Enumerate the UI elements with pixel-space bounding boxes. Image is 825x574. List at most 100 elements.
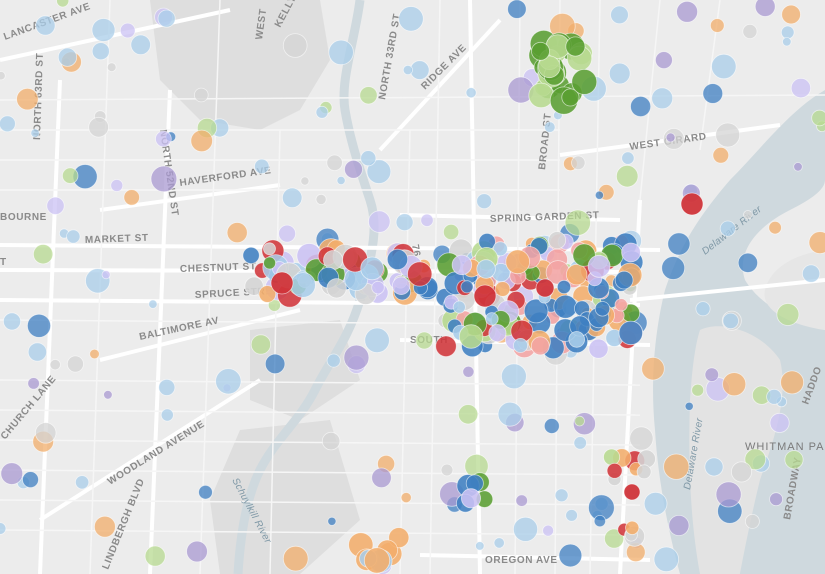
- data-point-marker[interactable]: [368, 210, 391, 233]
- data-point-marker[interactable]: [766, 388, 782, 405]
- data-point-marker[interactable]: [811, 109, 825, 127]
- data-point-marker[interactable]: [148, 299, 158, 309]
- data-point-marker[interactable]: [744, 448, 767, 471]
- data-point-marker[interactable]: [769, 412, 790, 433]
- data-point-marker[interactable]: [636, 464, 652, 480]
- data-point-marker[interactable]: [88, 116, 109, 138]
- data-point-marker[interactable]: [194, 87, 209, 103]
- data-point-marker[interactable]: [30, 128, 40, 138]
- data-point-marker[interactable]: [101, 270, 111, 280]
- data-point-marker[interactable]: [531, 41, 550, 61]
- data-point-marker[interactable]: [215, 368, 242, 395]
- data-point-marker[interactable]: [535, 278, 555, 298]
- data-point-marker[interactable]: [158, 378, 176, 396]
- data-point-marker[interactable]: [564, 209, 591, 236]
- data-point-marker[interactable]: [808, 231, 825, 254]
- data-point-marker[interactable]: [371, 280, 385, 295]
- data-point-marker[interactable]: [0, 115, 16, 133]
- data-point-marker[interactable]: [665, 132, 676, 143]
- data-point-marker[interactable]: [56, 0, 70, 8]
- data-point-marker[interactable]: [513, 516, 539, 542]
- data-point-marker[interactable]: [704, 367, 720, 382]
- data-point-marker[interactable]: [494, 281, 511, 297]
- data-point-marker[interactable]: [769, 492, 783, 507]
- data-point-marker[interactable]: [290, 272, 316, 298]
- data-point-marker[interactable]: [460, 488, 481, 509]
- data-point-marker[interactable]: [776, 303, 800, 326]
- data-point-marker[interactable]: [343, 344, 370, 371]
- data-point-marker[interactable]: [653, 546, 680, 573]
- data-point-marker[interactable]: [402, 64, 413, 76]
- data-point-marker[interactable]: [594, 190, 604, 200]
- data-point-marker[interactable]: [742, 23, 758, 39]
- data-point-marker[interactable]: [556, 279, 572, 295]
- data-point-marker[interactable]: [123, 189, 140, 206]
- data-point-marker[interactable]: [542, 524, 554, 537]
- data-point-marker[interactable]: [160, 408, 174, 422]
- data-point-marker[interactable]: [712, 147, 730, 164]
- data-point-marker[interactable]: [360, 150, 377, 167]
- data-point-marker[interactable]: [493, 537, 505, 549]
- data-point-marker[interactable]: [264, 353, 286, 375]
- data-point-marker[interactable]: [715, 122, 741, 148]
- data-point-marker[interactable]: [543, 418, 560, 434]
- data-point-marker[interactable]: [704, 457, 724, 477]
- data-point-marker[interactable]: [186, 540, 208, 563]
- data-point-marker[interactable]: [571, 155, 586, 171]
- data-point-marker[interactable]: [242, 246, 260, 264]
- data-point-marker[interactable]: [282, 545, 309, 572]
- data-point-marker[interactable]: [702, 83, 724, 104]
- data-point-marker[interactable]: [35, 15, 56, 36]
- data-point-marker[interactable]: [573, 436, 587, 450]
- data-point-marker[interactable]: [661, 256, 686, 280]
- data-point-marker[interactable]: [442, 223, 460, 241]
- data-point-marker[interactable]: [780, 370, 804, 395]
- data-point-marker[interactable]: [558, 543, 583, 568]
- data-point-marker[interactable]: [32, 244, 54, 265]
- data-point-marker[interactable]: [452, 300, 466, 314]
- data-point-marker[interactable]: [629, 426, 654, 451]
- data-point-marker[interactable]: [144, 545, 166, 567]
- data-point-marker[interactable]: [250, 334, 271, 355]
- data-point-marker[interactable]: [630, 96, 652, 118]
- data-point-marker[interactable]: [75, 475, 90, 490]
- data-point-marker[interactable]: [462, 365, 475, 378]
- data-point-marker[interactable]: [561, 88, 580, 107]
- data-point-marker[interactable]: [571, 69, 598, 95]
- data-point-marker[interactable]: [565, 36, 586, 57]
- data-point-marker[interactable]: [0, 462, 24, 485]
- data-point-marker[interactable]: [254, 158, 270, 175]
- data-point-marker[interactable]: [409, 60, 430, 80]
- data-point-marker[interactable]: [89, 348, 100, 360]
- data-point-marker[interactable]: [695, 301, 711, 317]
- data-point-marker[interactable]: [553, 294, 578, 319]
- data-point-marker[interactable]: [476, 193, 493, 210]
- data-point-marker[interactable]: [722, 372, 747, 397]
- data-point-marker[interactable]: [344, 159, 363, 179]
- data-point-marker[interactable]: [492, 241, 508, 257]
- data-point-marker[interactable]: [451, 254, 473, 276]
- data-point-marker[interactable]: [386, 248, 409, 270]
- data-point-marker[interactable]: [711, 53, 737, 80]
- data-point-marker[interactable]: [398, 6, 424, 32]
- data-point-marker[interactable]: [190, 129, 213, 153]
- data-point-marker[interactable]: [94, 515, 116, 538]
- data-point-marker[interactable]: [684, 401, 694, 411]
- data-point-marker[interactable]: [610, 5, 629, 25]
- data-point-marker[interactable]: [226, 222, 248, 244]
- data-point-marker[interactable]: [366, 159, 392, 184]
- data-point-marker[interactable]: [588, 338, 609, 359]
- data-point-marker[interactable]: [790, 78, 812, 99]
- data-point-marker[interactable]: [651, 87, 674, 110]
- data-point-marker[interactable]: [91, 18, 116, 42]
- data-point-marker[interactable]: [465, 87, 477, 99]
- data-point-marker[interactable]: [2, 312, 22, 331]
- data-point-marker[interactable]: [530, 336, 550, 356]
- data-point-marker[interactable]: [66, 355, 84, 373]
- data-point-marker[interactable]: [603, 448, 621, 466]
- data-point-marker[interactable]: [780, 25, 795, 40]
- data-point-marker[interactable]: [458, 324, 484, 349]
- data-point-marker[interactable]: [395, 213, 414, 232]
- data-point-marker[interactable]: [91, 42, 110, 61]
